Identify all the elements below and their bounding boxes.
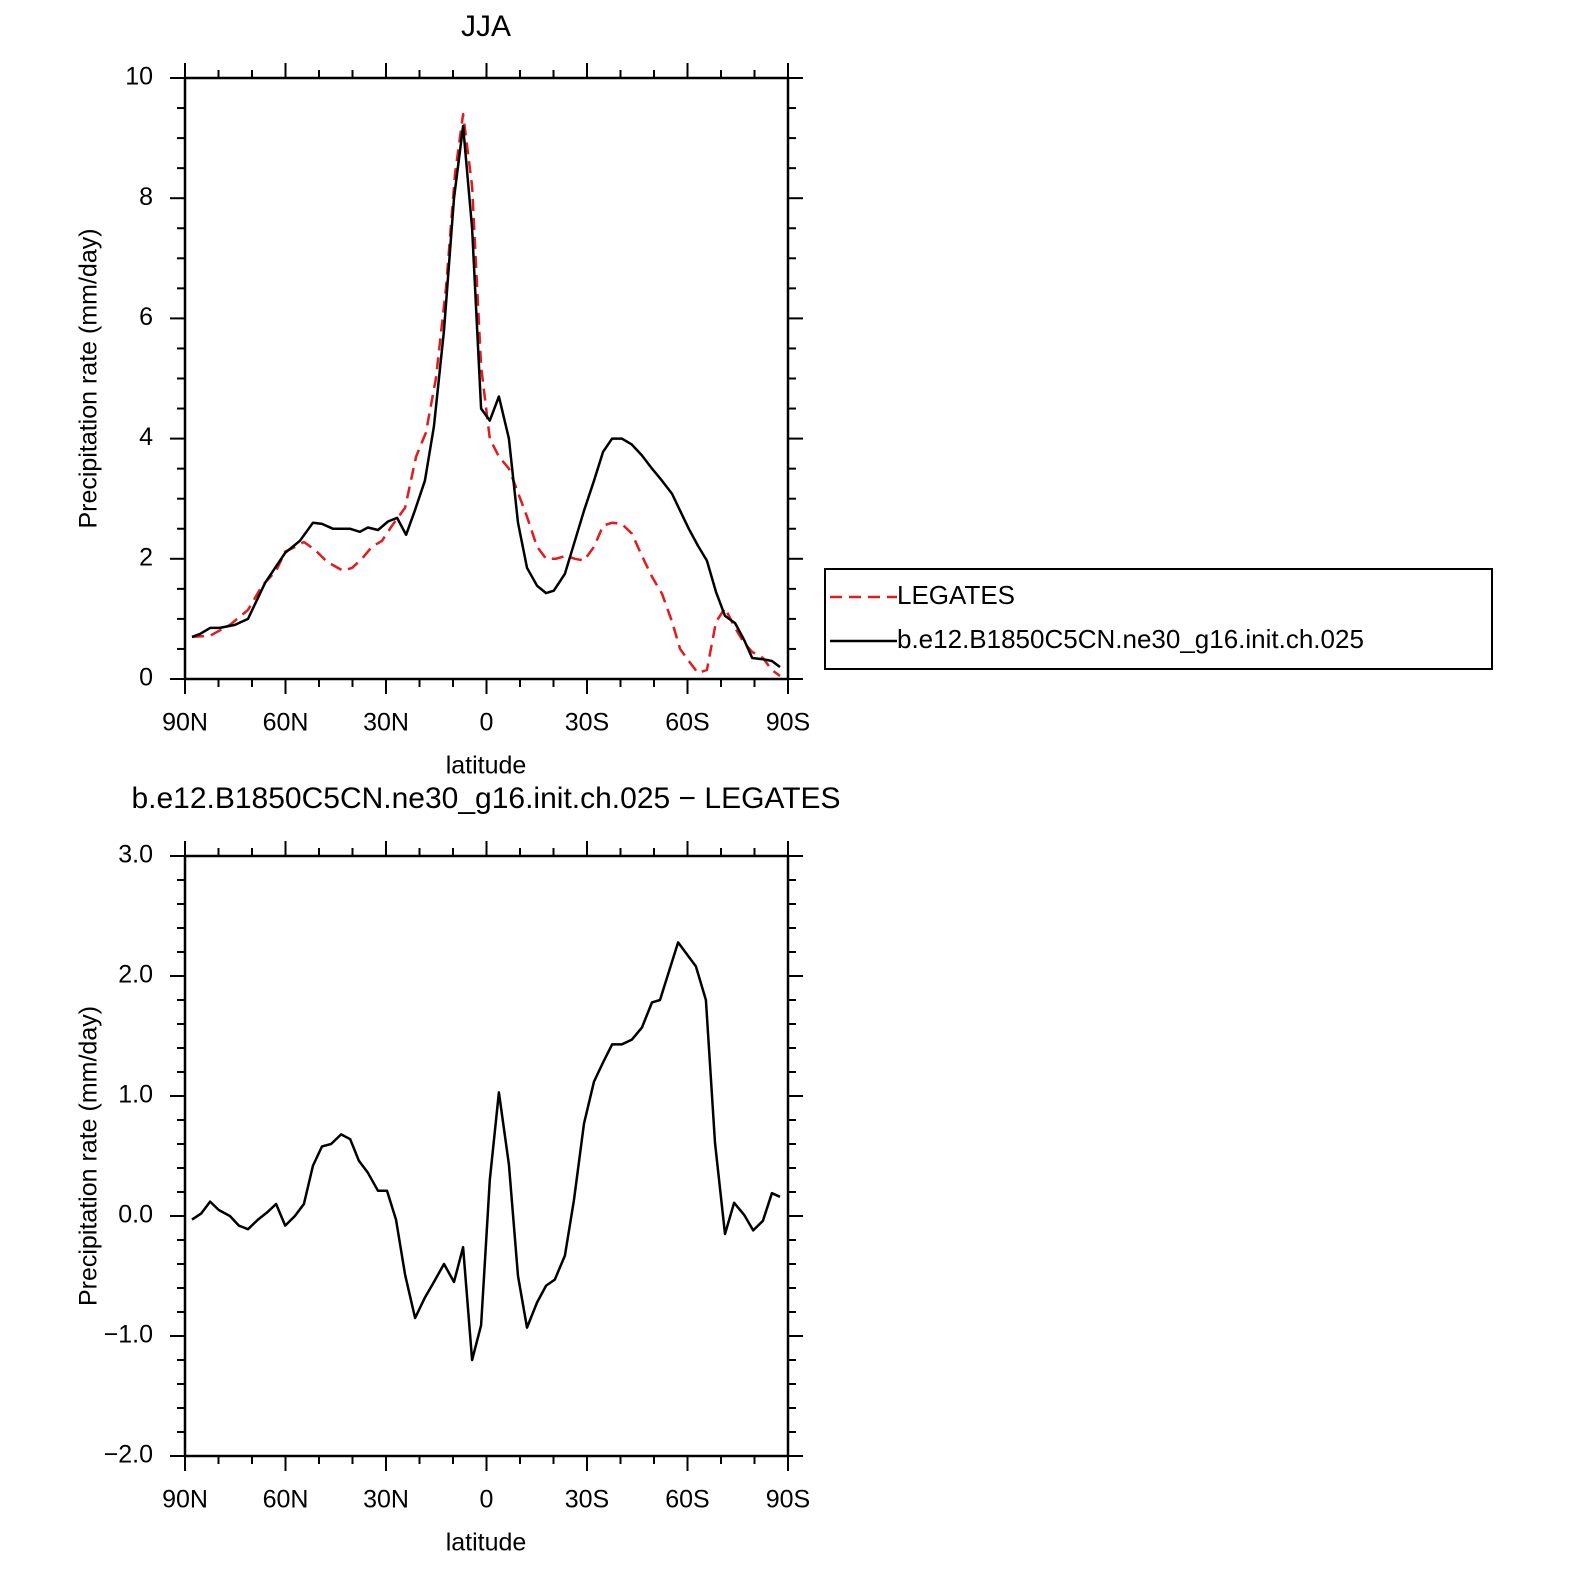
y-tick-label: −2.0 [104, 1441, 153, 1469]
x-axis-label: latitude [446, 1529, 527, 1557]
x-tick-label: 90N [162, 1486, 208, 1514]
data-line [191, 112, 781, 678]
x-tick-label: 30N [363, 1486, 409, 1514]
x-tick-label: 30S [565, 709, 609, 737]
x-tick-label: 0 [480, 709, 494, 737]
y-tick-label: −1.0 [104, 1321, 153, 1349]
x-tick-label: 30N [363, 709, 409, 737]
y-axis-label: Precipitation rate (mm/day) [75, 1006, 103, 1306]
y-tick-label: 1.0 [118, 1081, 153, 1109]
y-tick-label: 6 [139, 303, 153, 331]
y-axis-label: Precipitation rate (mm/day) [75, 228, 103, 528]
y-tick-label: 3.0 [118, 841, 153, 869]
chart-title: b.e12.B1850C5CN.ne30_g16.init.ch.025 − L… [131, 782, 840, 815]
y-tick-label: 2 [139, 543, 153, 571]
x-tick-label: 30S [565, 1486, 609, 1514]
x-tick-label: 90S [766, 709, 810, 737]
x-tick-label: 60N [263, 709, 309, 737]
plot-frame [183, 854, 790, 1458]
legend-box [824, 568, 1493, 670]
y-tick-label: 4 [139, 423, 153, 451]
chart-title: JJA [461, 10, 511, 43]
y-tick-label: 10 [125, 63, 153, 91]
y-tick-label: 0 [139, 664, 153, 692]
x-tick-label: 60N [263, 1486, 309, 1514]
x-tick-label: 0 [480, 1486, 494, 1514]
data-line [191, 124, 781, 669]
y-tick-label: 8 [139, 183, 153, 211]
x-tick-label: 60S [665, 1486, 709, 1514]
y-tick-label: 0.0 [118, 1201, 153, 1229]
x-tick-label: 60S [665, 709, 709, 737]
x-axis-label: latitude [446, 752, 527, 780]
x-tick-label: 90N [162, 709, 208, 737]
plot-frame [183, 76, 790, 681]
legend-label: LEGATES [897, 580, 1015, 610]
y-tick-label: 2.0 [118, 961, 153, 989]
legend-label: b.e12.B1850C5CN.ne30_g16.init.ch.025 [897, 624, 1364, 654]
x-tick-label: 90S [766, 1486, 810, 1514]
data-line [191, 941, 781, 1362]
